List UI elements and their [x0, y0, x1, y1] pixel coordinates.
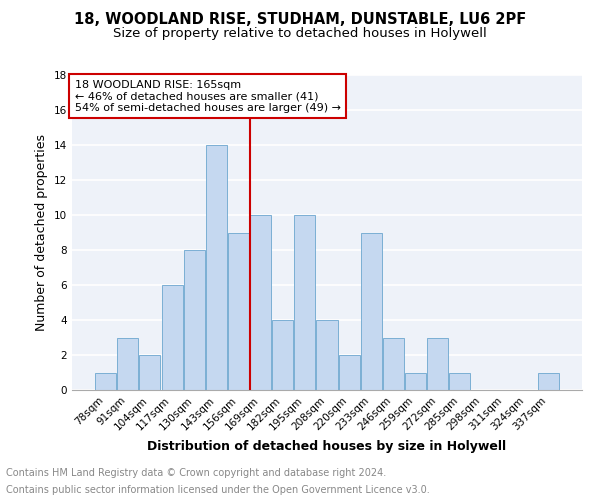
Text: Size of property relative to detached houses in Holywell: Size of property relative to detached ho…	[113, 28, 487, 40]
Bar	[449, 372, 470, 390]
Text: 18 WOODLAND RISE: 165sqm
← 46% of detached houses are smaller (41)
54% of semi-d: 18 WOODLAND RISE: 165sqm ← 46% of detach…	[74, 80, 341, 113]
Bar	[383, 338, 404, 390]
Bar	[206, 145, 227, 390]
Bar	[139, 355, 160, 390]
Y-axis label: Number of detached properties: Number of detached properties	[35, 134, 49, 331]
Bar	[272, 320, 293, 390]
X-axis label: Distribution of detached houses by size in Holywell: Distribution of detached houses by size …	[148, 440, 506, 453]
Bar	[295, 215, 316, 390]
Bar	[184, 250, 205, 390]
Text: 18, WOODLAND RISE, STUDHAM, DUNSTABLE, LU6 2PF: 18, WOODLAND RISE, STUDHAM, DUNSTABLE, L…	[74, 12, 526, 28]
Bar	[316, 320, 338, 390]
Bar	[95, 372, 116, 390]
Text: Contains public sector information licensed under the Open Government Licence v3: Contains public sector information licen…	[6, 485, 430, 495]
Bar	[228, 232, 249, 390]
Bar	[118, 338, 139, 390]
Bar	[538, 372, 559, 390]
Bar	[161, 285, 182, 390]
Text: Contains HM Land Registry data © Crown copyright and database right 2024.: Contains HM Land Registry data © Crown c…	[6, 468, 386, 477]
Bar	[405, 372, 426, 390]
Bar	[338, 355, 359, 390]
Bar	[361, 232, 382, 390]
Bar	[250, 215, 271, 390]
Bar	[427, 338, 448, 390]
